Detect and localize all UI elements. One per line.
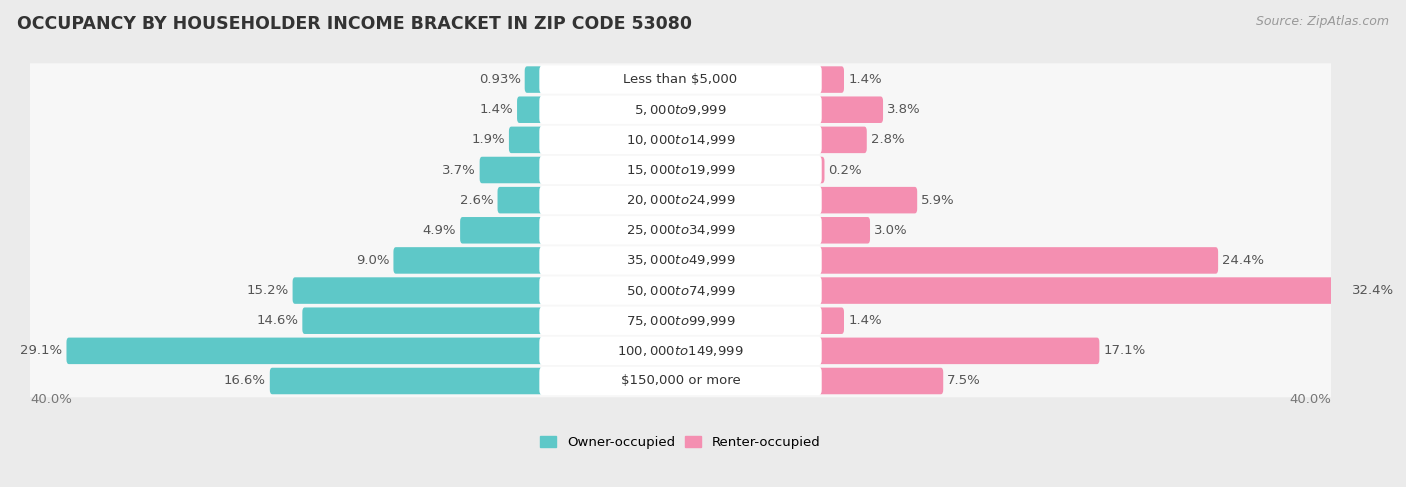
Text: 1.4%: 1.4% xyxy=(479,103,513,116)
Text: $150,000 or more: $150,000 or more xyxy=(620,375,741,388)
FancyBboxPatch shape xyxy=(540,246,821,275)
Text: 9.0%: 9.0% xyxy=(356,254,389,267)
FancyBboxPatch shape xyxy=(817,157,824,183)
Text: 40.0%: 40.0% xyxy=(30,393,72,406)
FancyBboxPatch shape xyxy=(292,277,544,304)
FancyBboxPatch shape xyxy=(817,337,1099,364)
FancyBboxPatch shape xyxy=(270,368,544,394)
FancyBboxPatch shape xyxy=(28,154,1333,187)
FancyBboxPatch shape xyxy=(540,95,821,124)
FancyBboxPatch shape xyxy=(517,96,544,123)
Text: 2.8%: 2.8% xyxy=(870,133,904,147)
FancyBboxPatch shape xyxy=(28,63,1333,96)
FancyBboxPatch shape xyxy=(540,367,821,395)
Text: $25,000 to $34,999: $25,000 to $34,999 xyxy=(626,223,735,237)
Text: $10,000 to $14,999: $10,000 to $14,999 xyxy=(626,133,735,147)
FancyBboxPatch shape xyxy=(817,368,943,394)
Text: 0.93%: 0.93% xyxy=(478,73,520,86)
FancyBboxPatch shape xyxy=(817,127,866,153)
Text: 32.4%: 32.4% xyxy=(1353,284,1395,297)
FancyBboxPatch shape xyxy=(498,187,544,213)
FancyBboxPatch shape xyxy=(540,337,821,365)
FancyBboxPatch shape xyxy=(817,187,917,213)
FancyBboxPatch shape xyxy=(28,214,1333,246)
FancyBboxPatch shape xyxy=(817,307,844,334)
Text: 29.1%: 29.1% xyxy=(20,344,62,357)
FancyBboxPatch shape xyxy=(66,337,544,364)
FancyBboxPatch shape xyxy=(394,247,544,274)
FancyBboxPatch shape xyxy=(460,217,544,244)
FancyBboxPatch shape xyxy=(28,304,1333,337)
Text: $75,000 to $99,999: $75,000 to $99,999 xyxy=(626,314,735,328)
FancyBboxPatch shape xyxy=(28,274,1333,307)
FancyBboxPatch shape xyxy=(28,244,1333,277)
Text: 3.0%: 3.0% xyxy=(875,224,908,237)
Text: 5.9%: 5.9% xyxy=(921,194,955,206)
Text: 0.2%: 0.2% xyxy=(828,164,862,176)
FancyBboxPatch shape xyxy=(509,127,544,153)
Legend: Owner-occupied, Renter-occupied: Owner-occupied, Renter-occupied xyxy=(540,436,821,450)
Text: $15,000 to $19,999: $15,000 to $19,999 xyxy=(626,163,735,177)
FancyBboxPatch shape xyxy=(540,216,821,244)
FancyBboxPatch shape xyxy=(817,247,1218,274)
Text: 1.4%: 1.4% xyxy=(848,314,882,327)
Text: $50,000 to $74,999: $50,000 to $74,999 xyxy=(626,283,735,298)
Text: 4.9%: 4.9% xyxy=(423,224,456,237)
Text: 3.8%: 3.8% xyxy=(887,103,921,116)
Text: 15.2%: 15.2% xyxy=(246,284,288,297)
Text: Less than $5,000: Less than $5,000 xyxy=(623,73,738,86)
FancyBboxPatch shape xyxy=(540,306,821,335)
FancyBboxPatch shape xyxy=(540,277,821,305)
Text: 1.4%: 1.4% xyxy=(848,73,882,86)
Text: 17.1%: 17.1% xyxy=(1104,344,1146,357)
FancyBboxPatch shape xyxy=(479,157,544,183)
FancyBboxPatch shape xyxy=(540,186,821,214)
FancyBboxPatch shape xyxy=(540,65,821,94)
FancyBboxPatch shape xyxy=(817,277,1348,304)
Text: 2.6%: 2.6% xyxy=(460,194,494,206)
FancyBboxPatch shape xyxy=(302,307,544,334)
FancyBboxPatch shape xyxy=(28,335,1333,367)
FancyBboxPatch shape xyxy=(817,217,870,244)
Text: 40.0%: 40.0% xyxy=(1289,393,1331,406)
Text: $35,000 to $49,999: $35,000 to $49,999 xyxy=(626,253,735,267)
Text: OCCUPANCY BY HOUSEHOLDER INCOME BRACKET IN ZIP CODE 53080: OCCUPANCY BY HOUSEHOLDER INCOME BRACKET … xyxy=(17,15,692,33)
FancyBboxPatch shape xyxy=(524,66,544,93)
FancyBboxPatch shape xyxy=(28,94,1333,126)
FancyBboxPatch shape xyxy=(817,66,844,93)
FancyBboxPatch shape xyxy=(817,96,883,123)
Text: Source: ZipAtlas.com: Source: ZipAtlas.com xyxy=(1256,15,1389,28)
FancyBboxPatch shape xyxy=(28,184,1333,216)
FancyBboxPatch shape xyxy=(540,126,821,154)
Text: 14.6%: 14.6% xyxy=(256,314,298,327)
Text: 1.9%: 1.9% xyxy=(471,133,505,147)
FancyBboxPatch shape xyxy=(28,365,1333,397)
FancyBboxPatch shape xyxy=(540,156,821,184)
Text: 7.5%: 7.5% xyxy=(948,375,981,388)
Text: 24.4%: 24.4% xyxy=(1222,254,1264,267)
FancyBboxPatch shape xyxy=(28,124,1333,156)
Text: $100,000 to $149,999: $100,000 to $149,999 xyxy=(617,344,744,358)
Text: $20,000 to $24,999: $20,000 to $24,999 xyxy=(626,193,735,207)
Text: 16.6%: 16.6% xyxy=(224,375,266,388)
Text: $5,000 to $9,999: $5,000 to $9,999 xyxy=(634,103,727,117)
Text: 3.7%: 3.7% xyxy=(441,164,475,176)
